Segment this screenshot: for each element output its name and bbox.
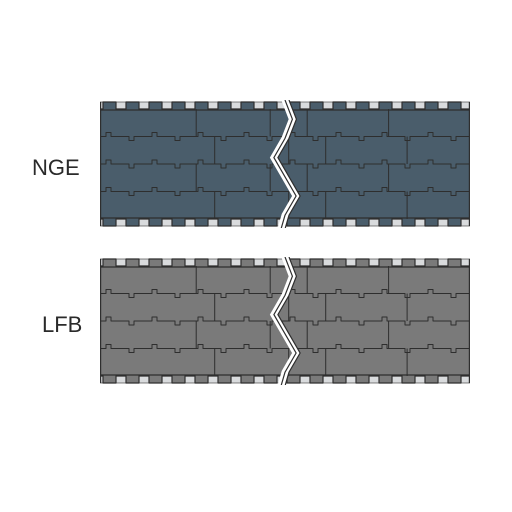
belt-nge: [100, 100, 470, 228]
belt-lfb: [100, 257, 470, 385]
label-nge: NGE: [32, 155, 80, 181]
diagram-canvas: NGE LFB: [0, 0, 512, 512]
label-lfb: LFB: [42, 312, 82, 338]
